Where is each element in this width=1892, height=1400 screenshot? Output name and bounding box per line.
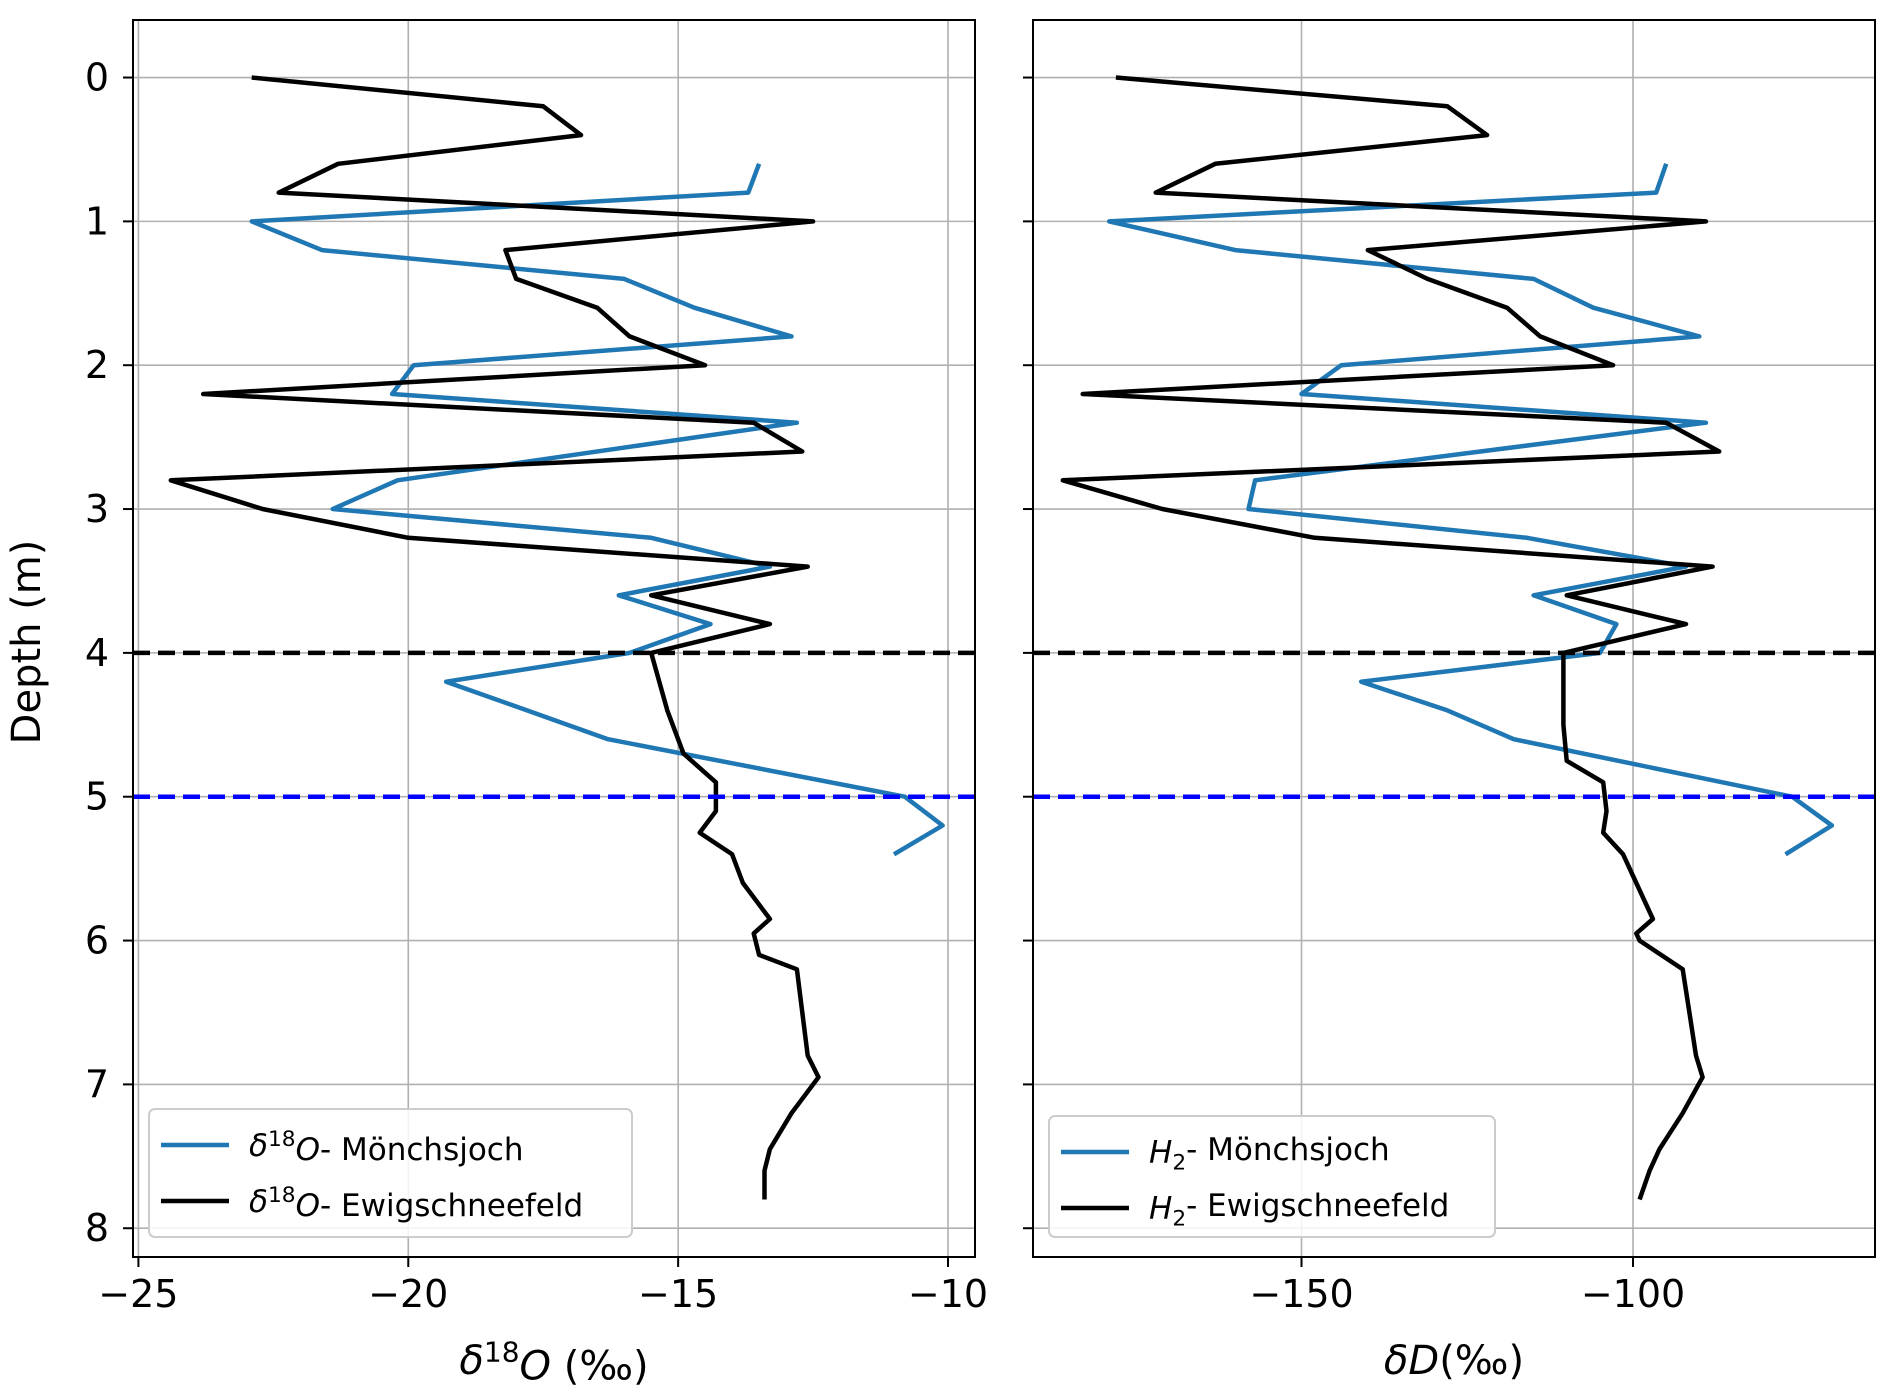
x-tick-label-2: −15 — [638, 1272, 718, 1316]
axes-frame — [132, 19, 976, 1258]
y-tick-label-4: 4 — [85, 631, 109, 675]
legend-label-0: δ18O- Mönchsjoch — [249, 1127, 524, 1168]
left-panel-d18o: −25 −20 −15 −10 0 1 2 3 4 5 6 7 8 δ18O (‰) δ18O- Mönch… — [85, 19, 988, 1389]
legend-box — [1048, 1115, 1496, 1238]
y-tick-label-0: 0 — [85, 56, 109, 100]
legend-label-0: H2- Mönchsjoch — [1149, 1132, 1390, 1175]
x-tick-label-1: −100 — [1581, 1272, 1685, 1316]
y-tick-label-1: 1 — [85, 199, 109, 243]
y-tick-label-8: 8 — [85, 1206, 109, 1250]
x-axis-title: δ18O (‰) — [459, 1335, 648, 1389]
y-tick-label-2: 2 — [85, 343, 109, 387]
y-axis-title: Depth (m) — [4, 540, 50, 745]
x-tick-label-0: −25 — [98, 1272, 178, 1316]
x-tick-label-0: −150 — [1249, 1272, 1353, 1316]
series-line-1 — [168, 75, 821, 1200]
y-tick-label-6: 6 — [85, 919, 109, 963]
x-tick-label-1: −20 — [368, 1272, 448, 1316]
legend-box — [148, 1108, 633, 1238]
x-axis-title: δD(‰) — [1384, 1338, 1524, 1384]
axes-frame — [1032, 19, 1876, 1258]
legend-label-1: H2- Ewigschneefeld — [1149, 1188, 1449, 1231]
right-panel-dD: −150 −100 δD(‰) H2- Mönchsjoch H2- Ewigschne… — [1023, 19, 1876, 1384]
series-line-0 — [249, 163, 945, 857]
legend-label-1: δ18O- Ewigschneefeld — [249, 1183, 583, 1224]
y-tick-label-5: 5 — [85, 775, 109, 819]
series-line-1 — [1060, 75, 1722, 1201]
x-tick-label-3: −10 — [908, 1272, 988, 1316]
y-tick-label-3: 3 — [85, 487, 109, 531]
y-tick-label-7: 7 — [85, 1062, 109, 1106]
series-line-0 — [1106, 163, 1835, 857]
